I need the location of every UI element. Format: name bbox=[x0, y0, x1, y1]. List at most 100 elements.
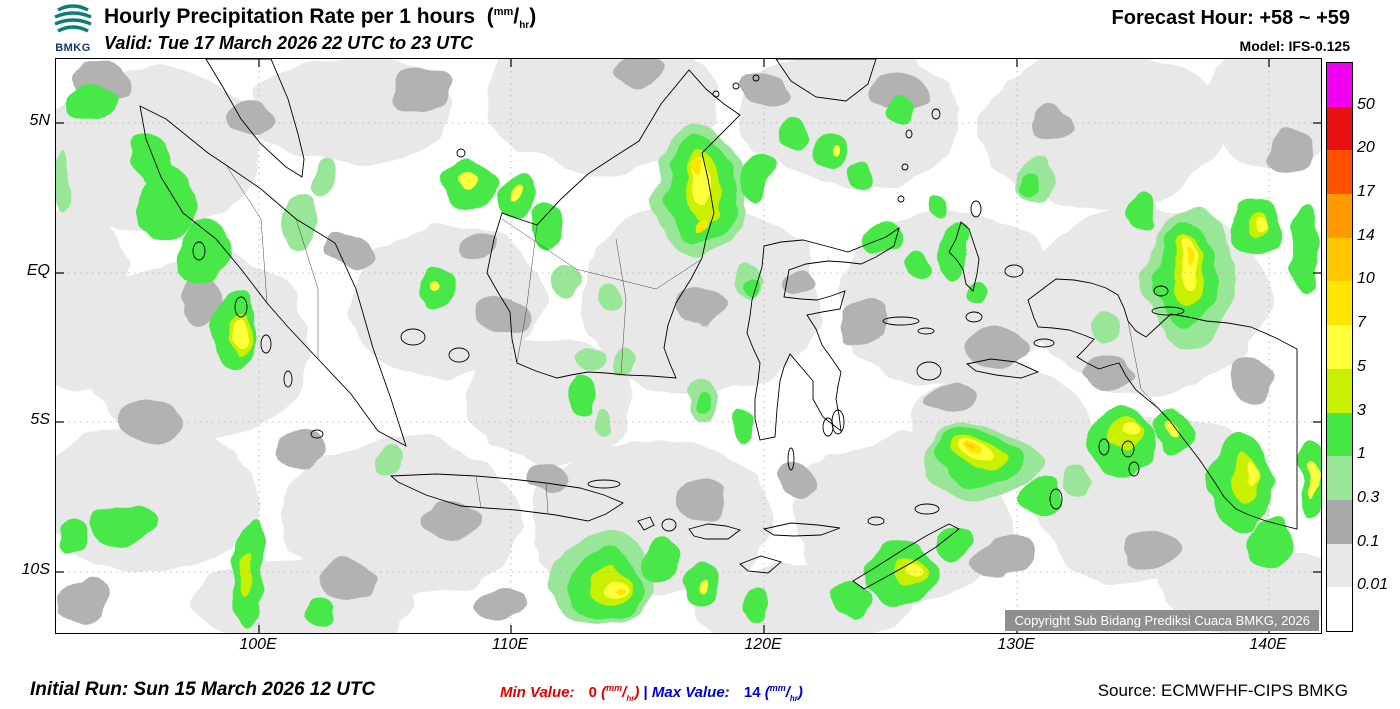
precip-blob-l3 bbox=[56, 526, 86, 556]
precip-blob-l2 bbox=[376, 449, 396, 473]
precip-blob-l2 bbox=[579, 349, 603, 373]
precip-blob-l1 bbox=[616, 59, 666, 86]
precip-blob-l1 bbox=[391, 71, 451, 111]
precip-blob-l3 bbox=[926, 197, 946, 225]
legend-segment bbox=[1327, 325, 1352, 369]
precip-blob-l2 bbox=[1061, 466, 1091, 496]
precip-blob-l3 bbox=[566, 378, 596, 414]
legend-segment bbox=[1327, 412, 1352, 457]
precip-blob-l1 bbox=[676, 291, 726, 331]
precip-blob-l5 bbox=[694, 583, 704, 595]
legend-segment bbox=[1327, 63, 1352, 107]
legend-segment bbox=[1327, 237, 1352, 282]
legend-segment bbox=[1327, 368, 1352, 413]
precip-blob-l5 bbox=[1253, 215, 1265, 231]
lat-label-5n: 5N bbox=[29, 112, 50, 129]
precip-blob-l3 bbox=[136, 166, 196, 236]
precip-blob-l1 bbox=[741, 76, 781, 106]
precip-blob-l3 bbox=[889, 96, 913, 126]
bmkg-logo: BMKG bbox=[46, 2, 100, 56]
latitude-axis: 5N EQ 5S 10S bbox=[8, 58, 52, 632]
precip-blob-l3 bbox=[966, 279, 986, 303]
legend-labels: 50 20 17 14 10 7 5 3 1 0.3 0.1 0.01 bbox=[1357, 62, 1399, 630]
legend-segment bbox=[1327, 543, 1352, 588]
copyright-badge: Copyright Sub Bidang Prediksi Cuaca BMKG… bbox=[1005, 610, 1319, 631]
precip-blob-l6 bbox=[691, 158, 701, 174]
precip-blob-l0 bbox=[56, 204, 133, 394]
precip-blob-l5 bbox=[1124, 424, 1138, 442]
precip-blob-l1 bbox=[531, 456, 571, 486]
precipitation-map: Copyright Sub Bidang Prediksi Cuaca BMKG… bbox=[55, 58, 1322, 634]
legend-segment bbox=[1327, 587, 1352, 631]
precip-blob-l3 bbox=[904, 249, 928, 273]
precip-blob-l2 bbox=[56, 151, 74, 211]
precip-blob-l5 bbox=[900, 563, 918, 579]
precip-blob-l1 bbox=[1271, 126, 1311, 176]
page-title-text: Hourly Precipitation Rate per 1 hours bbox=[104, 5, 476, 28]
initial-run: Initial Run: Sun 15 March 2026 12 UTC bbox=[30, 679, 376, 700]
precip-blob-l1 bbox=[276, 431, 326, 471]
precip-blob-l1 bbox=[781, 266, 821, 296]
lon-label-100e: 100E bbox=[239, 636, 277, 653]
precip-blob-l3 bbox=[741, 589, 771, 619]
precip-blob-l5 bbox=[1303, 461, 1313, 501]
precip-blob-l1 bbox=[471, 301, 531, 341]
precip-blob-l3 bbox=[776, 113, 806, 149]
precip-blob-l6 bbox=[614, 587, 624, 595]
precip-blob-l0 bbox=[466, 339, 636, 459]
precip-blob-l0 bbox=[1031, 414, 1271, 584]
legend-colorbar bbox=[1326, 62, 1353, 632]
precip-blob-l1 bbox=[56, 581, 106, 621]
precip-blob-l0 bbox=[56, 424, 256, 574]
precip-blob-l3 bbox=[86, 506, 156, 546]
precip-blob-l5 bbox=[1246, 463, 1256, 479]
map-svg bbox=[56, 59, 1321, 633]
admin-boundaries bbox=[225, 164, 1159, 514]
bmkg-logo-text: BMKG bbox=[55, 42, 91, 54]
bmkg-logo-waves-icon bbox=[54, 4, 92, 33]
legend-segment bbox=[1327, 194, 1352, 238]
precip-blob-l4 bbox=[241, 551, 257, 601]
precip-blob-l0 bbox=[81, 254, 311, 444]
precipitation-shading bbox=[56, 59, 1321, 633]
precip-blob-l1 bbox=[476, 586, 526, 616]
legend-value: 1 bbox=[1357, 445, 1366, 463]
precip-blob-l3 bbox=[1126, 191, 1156, 231]
max-value: 14 bbox=[743, 684, 761, 701]
precip-blob-l3 bbox=[1021, 481, 1061, 521]
precip-blob-l1 bbox=[461, 236, 501, 266]
precip-blob-l3 bbox=[742, 276, 756, 296]
legend-value: 0.3 bbox=[1357, 488, 1380, 506]
legend-segment bbox=[1327, 281, 1352, 326]
lon-label-140e: 140E bbox=[1249, 636, 1287, 653]
precip-blob-l1 bbox=[421, 501, 481, 541]
precip-blob-l1 bbox=[181, 271, 221, 331]
precip-blob-l3 bbox=[306, 599, 336, 623]
legend-value: 0.1 bbox=[1357, 532, 1380, 550]
model-label: Model: IFS-0.125 bbox=[1239, 38, 1350, 54]
lat-label-10s: 10S bbox=[21, 561, 50, 578]
legend-value: 50 bbox=[1357, 95, 1375, 113]
precip-blob-l1 bbox=[971, 331, 1031, 371]
min-value-label: Min Value: bbox=[500, 684, 575, 701]
precip-blob-l3 bbox=[811, 131, 851, 171]
source-label: Source: ECMWFHF-CIPS BMKG bbox=[1097, 681, 1348, 700]
legend-segment bbox=[1327, 150, 1352, 195]
valid-time: Valid: Tue 17 March 2026 22 UTC to 23 UT… bbox=[104, 33, 474, 53]
precip-blob-l1 bbox=[676, 481, 726, 521]
legend-value: 7 bbox=[1357, 314, 1366, 332]
precip-blob-l2 bbox=[309, 163, 333, 199]
page-title: Hourly Precipitation Rate per 1 hours (m… bbox=[104, 5, 536, 31]
precip-blob-l2 bbox=[591, 411, 611, 431]
precip-blob-l1 bbox=[781, 466, 821, 496]
lon-label-110e: 110E bbox=[491, 636, 529, 653]
lat-label-eq: EQ bbox=[26, 262, 50, 279]
precip-blob-l3 bbox=[1246, 516, 1296, 566]
min-max-values: Min Value: 0 (mm/hr) | Max Value: 14 (mm… bbox=[500, 683, 803, 703]
precip-blob-l5 bbox=[510, 181, 522, 201]
min-value: 0 bbox=[588, 684, 597, 701]
precip-blob-l3 bbox=[936, 531, 966, 561]
precip-blob-l1 bbox=[326, 231, 376, 271]
precip-blob-l3 bbox=[936, 226, 966, 276]
precip-blob-l2 bbox=[283, 193, 319, 249]
